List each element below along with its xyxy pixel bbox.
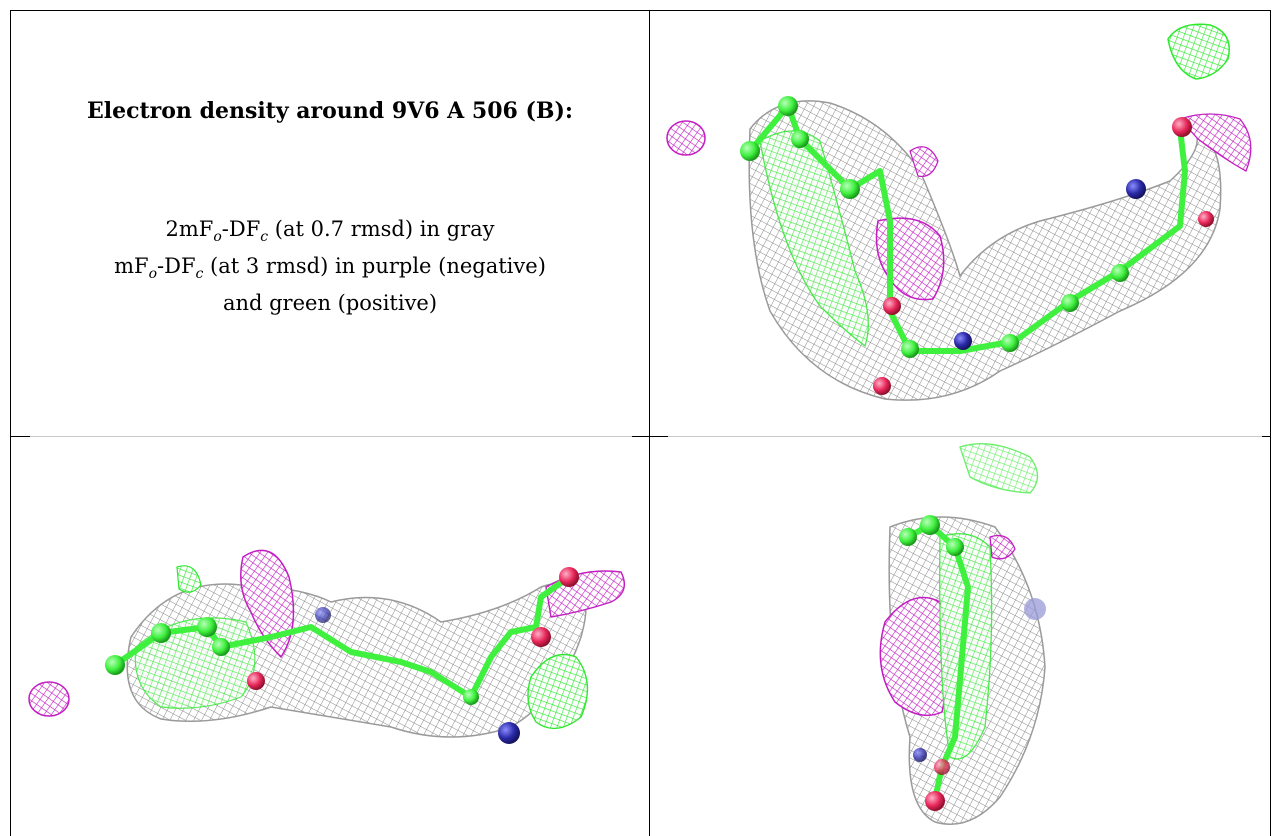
legend-line-1-suffix: (at 0.7 rmsd) in gray xyxy=(268,217,495,241)
positive-density-blob-small xyxy=(176,565,202,593)
oxygen-atom xyxy=(1172,117,1192,137)
row-divider-tick-left xyxy=(10,436,30,437)
legend-line-1-sub-c: c xyxy=(260,229,269,246)
positive-density-inner-mesh xyxy=(759,130,869,348)
negative-density-blob-small xyxy=(989,534,1016,560)
legend-line-3: and green (positive) xyxy=(222,291,438,316)
negative-density-blob-small xyxy=(909,146,939,178)
density-render-top-right xyxy=(666,23,1252,401)
oxygen-atom xyxy=(883,297,901,315)
nitrogen-atom xyxy=(1024,598,1046,620)
legend-line-2-sub-o: o xyxy=(148,266,158,283)
negative-density-mesh xyxy=(879,596,949,717)
negative-density-blob xyxy=(666,120,706,156)
column-divider xyxy=(649,10,650,836)
negative-density-mesh xyxy=(240,549,295,659)
legend-line-1-sub-o: o xyxy=(213,229,222,246)
oxygen-atom xyxy=(1198,211,1214,227)
legend-line-2-prefix: mF xyxy=(114,254,149,279)
carbon-atom xyxy=(791,130,809,148)
carbon-atom xyxy=(1111,264,1129,282)
oxygen-atom xyxy=(559,567,579,587)
caption-legend: 2mFo-DFc (at 0.7 rmsd) in gray mFo-DFc (… xyxy=(11,215,649,318)
carbon-atom xyxy=(840,179,860,199)
carbon-atom xyxy=(740,141,760,161)
legend-line-fo-fc: mFo-DFc (at 3 rmsd) in purple (negative) xyxy=(11,252,649,289)
oxygen-atom xyxy=(873,377,891,395)
nitrogen-atom xyxy=(913,748,927,762)
negative-density-blob-right xyxy=(1178,113,1252,172)
nitrogen-atom xyxy=(498,722,520,744)
nitrogen-atom xyxy=(954,332,972,350)
carbon-atom xyxy=(901,340,919,358)
positive-density-blob xyxy=(1167,23,1230,80)
oxygen-atom xyxy=(247,672,265,690)
caption-heading: Electron density around 9V6 A 506 (B): xyxy=(86,98,574,124)
legend-line-2-sub-c: c xyxy=(195,266,204,283)
positive-density-blob xyxy=(959,443,1039,494)
oxygen-atom xyxy=(925,791,945,811)
row-divider-tick-center xyxy=(632,436,668,437)
nitrogen-atom xyxy=(1126,179,1146,199)
carbon-atom xyxy=(1061,294,1079,312)
carbon-atom xyxy=(105,655,125,675)
carbon-atom xyxy=(778,96,798,116)
legend-line-1-prefix: 2mF xyxy=(165,217,214,241)
carbon-atom xyxy=(1001,334,1019,352)
negative-density-blob-right xyxy=(545,570,625,618)
positive-density-mesh xyxy=(527,653,589,730)
legend-line-2fo-fc: 2mFo-DFc (at 0.7 rmsd) in gray xyxy=(11,215,649,252)
density-view-top-right xyxy=(650,11,1270,436)
density-view-bottom-right xyxy=(650,437,1270,836)
nitrogen-atom xyxy=(315,607,331,623)
caption-cell: Electron density around 9V6 A 506 (B): 2… xyxy=(11,11,649,436)
row-divider-tick-right xyxy=(1262,436,1271,437)
carbon-atom xyxy=(212,638,230,656)
oxygen-atom xyxy=(934,759,950,775)
carbon-atom xyxy=(197,617,217,637)
figure-frame xyxy=(10,10,1271,836)
density-render-bottom-right xyxy=(879,443,1046,825)
negative-density-mesh xyxy=(875,217,945,301)
legend-line-2-mid: -DF xyxy=(157,254,196,279)
legend-line-1-mid: -DF xyxy=(221,217,261,241)
density-view-bottom-left xyxy=(11,437,649,836)
carbon-atom xyxy=(151,623,171,643)
carbon-atom xyxy=(899,528,917,546)
density-render-bottom-left xyxy=(28,549,625,744)
legend-line-2-suffix: (at 3 rmsd) in purple (negative) xyxy=(203,254,546,279)
carbon-atom xyxy=(463,689,479,705)
carbon-atom xyxy=(946,538,964,556)
oxygen-atom xyxy=(531,627,551,647)
negative-density-blob xyxy=(28,681,70,717)
carbon-atom xyxy=(920,515,940,535)
